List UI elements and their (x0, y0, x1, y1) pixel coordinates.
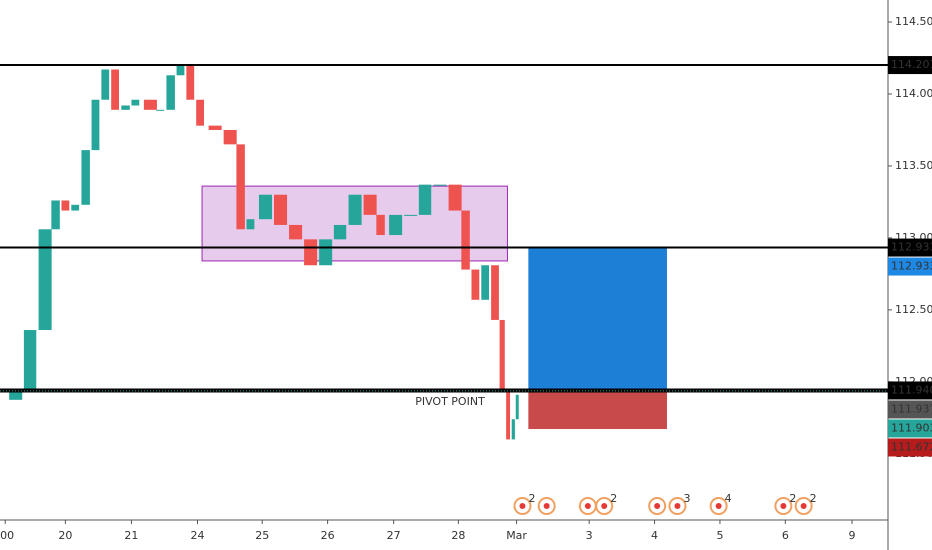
price-label-bg (888, 381, 932, 400)
candle (186, 65, 195, 100)
candle (246, 219, 255, 230)
x-tick-label: 25 (255, 529, 269, 542)
candle (38, 229, 52, 331)
candle (51, 200, 60, 230)
candle (91, 99, 100, 151)
x-tick-label: 4 (651, 529, 658, 542)
event-count: 4 (725, 492, 732, 505)
price-label-bg (888, 419, 932, 438)
y-tick-label: 113.500 (895, 159, 932, 172)
event-dot (519, 503, 526, 509)
x-tick-label: Mar (506, 529, 527, 542)
candle (196, 99, 204, 126)
x-tick-label: 3 (586, 529, 593, 542)
candle (511, 419, 515, 440)
candle (433, 184, 447, 186)
candle (319, 239, 333, 266)
candle (71, 204, 80, 211)
candle (131, 99, 140, 106)
x-tick-label: 24 (190, 529, 204, 542)
candle (236, 144, 245, 230)
x-tick-label: 6 (782, 529, 789, 542)
price-label: 114.201 (891, 58, 932, 71)
candle (333, 224, 347, 240)
candle (418, 184, 432, 215)
price-label-bg (888, 257, 932, 276)
profit-zone (528, 247, 667, 391)
x-tick-label: 20 (58, 529, 72, 542)
candle (515, 394, 519, 420)
candle (121, 105, 130, 110)
candle (376, 214, 385, 236)
candle (348, 194, 362, 225)
candle (461, 210, 470, 270)
x-tick-label: 9 (849, 529, 856, 542)
event-dot (715, 503, 722, 509)
candle (404, 214, 418, 216)
candle (61, 200, 70, 211)
candle (9, 391, 23, 400)
candle (363, 194, 377, 215)
event-dot (674, 503, 681, 509)
event-count: 2 (810, 492, 817, 505)
event-count: 2 (789, 492, 796, 505)
candle (274, 194, 288, 225)
candle (491, 265, 499, 320)
x-tick-label: 28 (451, 529, 465, 542)
event-dot (800, 503, 807, 509)
price-label: 111.940 (891, 383, 932, 396)
candle (111, 69, 119, 110)
event-dot (543, 503, 550, 509)
price-label: 111.937 (891, 402, 932, 415)
candle (166, 75, 175, 110)
y-tick-label: 112.500 (895, 303, 932, 316)
event-count: 2 (610, 492, 617, 505)
x-tick-label: 27 (387, 529, 401, 542)
x-tick-label: 5 (716, 529, 723, 542)
candle (208, 125, 222, 130)
event-count: 3 (683, 492, 690, 505)
candle (304, 239, 318, 266)
event-dot (584, 503, 591, 509)
event-dot (601, 503, 608, 509)
price-label-bg (888, 56, 932, 75)
candle (471, 269, 480, 300)
candle (101, 69, 110, 100)
price-label: 111.672 (891, 440, 932, 453)
candle (176, 65, 185, 76)
y-tick-label: 114.000 (895, 87, 932, 100)
candle (258, 194, 273, 220)
price-label: 112.933 (891, 260, 932, 273)
x-tick-label: :00 (0, 529, 14, 542)
candle (499, 319, 505, 391)
candle (481, 265, 490, 300)
annotation: PIVOT POINT (415, 395, 485, 408)
candle (289, 224, 303, 240)
price-label: 111.903 (891, 421, 932, 434)
candle (156, 109, 165, 111)
candle (448, 184, 462, 211)
candle (81, 150, 90, 205)
candle (23, 330, 37, 392)
event-dot (654, 503, 661, 509)
candle (506, 390, 511, 440)
x-tick-label: 21 (124, 529, 138, 542)
price-label-bg (888, 438, 932, 457)
candle (389, 214, 403, 236)
price-label-bg (888, 400, 932, 419)
candle (143, 99, 157, 110)
loss-zone (528, 390, 667, 430)
y-tick-label: 114.500 (895, 15, 932, 28)
price-label-bg (888, 238, 932, 257)
price-label: 112.933 (891, 241, 932, 254)
x-tick-label: 26 (321, 529, 335, 542)
event-count: 2 (528, 492, 535, 505)
event-dot (780, 503, 787, 509)
candle (223, 129, 237, 145)
